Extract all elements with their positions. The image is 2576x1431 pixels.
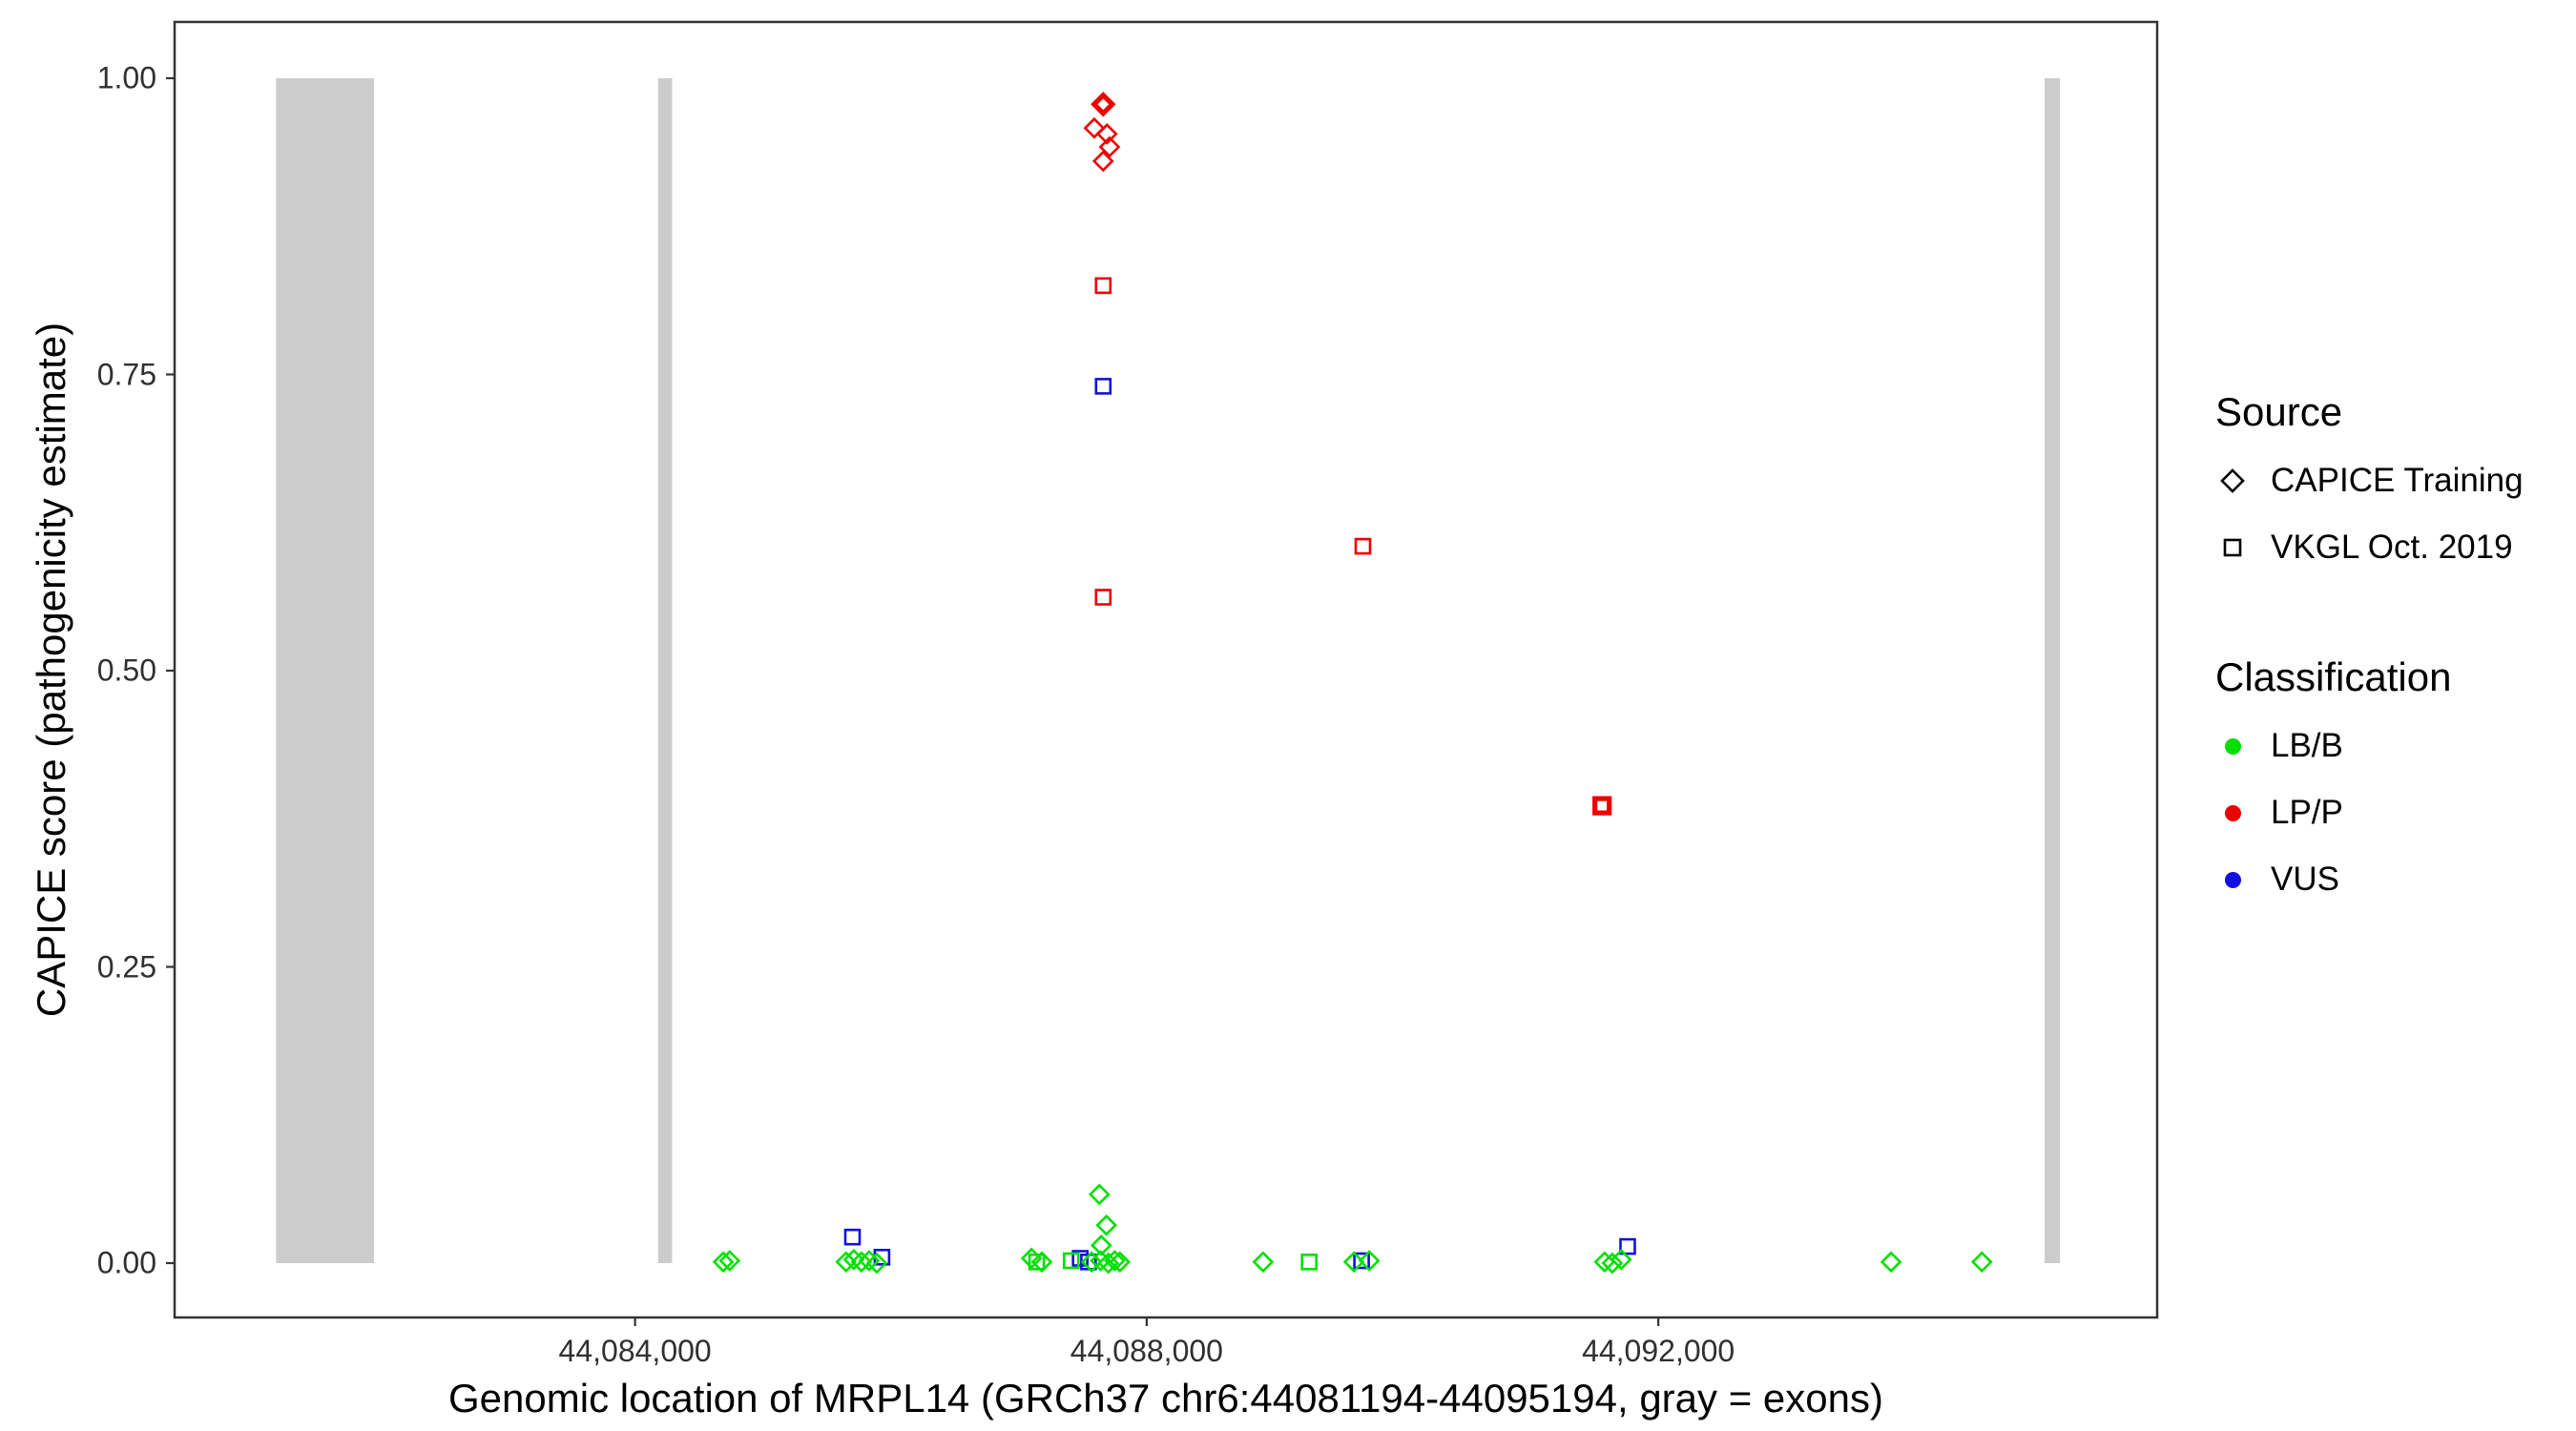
data-point-diamond <box>718 1250 741 1272</box>
data-point-diamond <box>1970 1251 1993 1274</box>
legend: Source CAPICE Training VKGL Oct. 2019 <box>2215 389 2524 927</box>
diamond-icon <box>2215 464 2250 498</box>
legend-item-label: VKGL Oct. 2019 <box>2271 529 2513 566</box>
data-point-diamond <box>835 1251 858 1274</box>
legend-item-lbb: LB/B <box>2215 727 2524 765</box>
data-point-diamond <box>1097 1252 1120 1275</box>
y-tick-label: 0.00 <box>96 1245 156 1280</box>
data-point-square <box>1094 277 1112 295</box>
data-point-diamond <box>1020 1247 1043 1270</box>
data-point-square <box>843 1228 862 1246</box>
legend-item-label: CAPICE Training <box>2271 462 2524 499</box>
green-dot-icon <box>2215 729 2250 763</box>
data-point-square <box>1300 1254 1318 1271</box>
data-point-square <box>1063 1252 1080 1270</box>
red-dot-icon <box>2215 796 2250 830</box>
data-point-diamond <box>1095 123 1118 145</box>
data-point-diamond <box>712 1251 735 1274</box>
data-point-diamond <box>1358 1250 1381 1272</box>
data-point-diamond <box>1593 1251 1616 1274</box>
data-point-diamond <box>1080 1251 1103 1274</box>
blue-dot-icon <box>2215 862 2250 897</box>
y-tick-label: 1.00 <box>96 60 156 95</box>
exon-bar <box>657 78 673 1263</box>
data-point-diamond <box>842 1248 865 1271</box>
data-point-diamond <box>1601 1252 1624 1275</box>
data-point-diamond <box>1610 1248 1632 1271</box>
data-point-diamond <box>1088 1183 1111 1206</box>
data-point-square <box>1094 378 1112 395</box>
y-tick-label: 0.50 <box>96 653 156 688</box>
data-point-diamond <box>1342 1251 1365 1274</box>
data-point-square <box>1354 537 1372 555</box>
data-point-diamond <box>1030 1251 1053 1274</box>
data-point-square <box>1619 1237 1636 1255</box>
data-point-diamond <box>1095 1213 1118 1236</box>
legend-item-label: VUS <box>2271 861 2339 898</box>
legend-group-classification: Classification LB/B LP/P VUS <box>2215 654 2524 899</box>
x-axis-title: Genomic location of MRPL14 (GRCh37 chr6:… <box>448 1376 1883 1421</box>
y-tick-label: 0.75 <box>96 357 156 391</box>
data-point-diamond <box>1090 1234 1112 1256</box>
panel-border <box>173 20 2159 1319</box>
legend-item-vus: VUS <box>2215 861 2524 899</box>
data-point-diamond <box>1109 1251 1132 1274</box>
x-tick-label: 44,088,000 <box>1070 1334 1223 1368</box>
data-point-square <box>1353 1252 1370 1270</box>
legend-source-title: Source <box>2215 389 2343 434</box>
legend-group-source: Source CAPICE Training VKGL Oct. 2019 <box>2215 389 2524 567</box>
data-point-diamond <box>1090 1250 1111 1272</box>
data-point-square <box>1094 589 1112 606</box>
square-icon <box>2215 530 2250 565</box>
data-point-diamond <box>1091 150 1114 173</box>
data-point-diamond <box>1098 135 1121 158</box>
data-point-diamond <box>865 1252 888 1275</box>
x-tick-label: 44,092,000 <box>1582 1334 1735 1368</box>
data-point-diamond <box>850 1251 873 1274</box>
data-point-diamond <box>1091 92 1116 117</box>
data-point-diamond <box>1252 1251 1275 1274</box>
legend-item-label: LB/B <box>2271 727 2343 764</box>
exon-bar <box>276 78 375 1263</box>
data-point-diamond <box>1880 1251 1902 1274</box>
x-tick-label: 44,084,000 <box>558 1334 712 1368</box>
legend-item-vkgl: VKGL Oct. 2019 <box>2215 529 2524 567</box>
exon-bar <box>2045 78 2061 1263</box>
y-tick-label: 0.25 <box>96 949 156 984</box>
data-point-diamond <box>858 1250 881 1272</box>
legend-item-capice-training: CAPICE Training <box>2215 462 2524 500</box>
legend-item-label: LP/P <box>2271 794 2343 831</box>
legend-item-lpp: LP/P <box>2215 794 2524 832</box>
legend-classification-title: Classification <box>2215 654 2452 699</box>
data-point-square <box>1592 796 1612 816</box>
data-point-diamond <box>1104 1250 1126 1272</box>
data-point-diamond <box>1083 116 1106 139</box>
